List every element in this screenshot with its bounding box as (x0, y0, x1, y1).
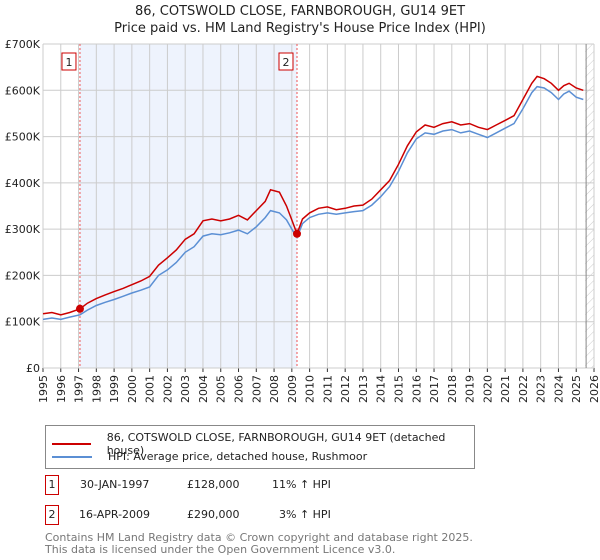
x-tick-label: 1997 (73, 375, 86, 403)
chart-subtitle: Price paid vs. HM Land Registry's House … (114, 21, 486, 36)
x-tick-label: 2010 (304, 375, 317, 403)
transaction-price: £128,000 (187, 478, 240, 491)
x-tick-label: 2003 (179, 375, 192, 403)
x-tick-label: 2007 (250, 375, 263, 403)
x-tick-label: 2020 (481, 375, 494, 403)
x-tick-label: 2004 (197, 375, 210, 403)
transaction-price: £290,000 (187, 508, 240, 521)
transaction-row: 2 16-APR-2009 £290,000 3% ↑ HPI (45, 505, 600, 525)
shaded-ownership-span (79, 44, 297, 368)
series-line (42, 85, 584, 321)
x-tick-label: 2022 (517, 375, 530, 403)
x-tick-label: 1996 (55, 375, 68, 403)
x-tick-label: 2014 (375, 375, 388, 403)
legend-blue-swatch (52, 455, 92, 458)
x-tick-label: 2018 (446, 375, 459, 403)
series-line (42, 75, 584, 316)
legend-hpi: HPI: Average price, detached house, Rush… (108, 450, 368, 463)
x-tick-label: 2019 (464, 375, 477, 403)
x-tick-label: 2021 (499, 375, 512, 403)
x-tick-label: 1995 (37, 375, 50, 403)
transaction-row: 1 30-JAN-1997 £128,000 11% ↑ HPI (45, 475, 600, 495)
transaction-hpi: 11% ↑ HPI (272, 478, 331, 491)
x-tick-label: 2001 (144, 375, 157, 403)
hatched-future-region (585, 44, 594, 368)
x-tick-label: 2008 (268, 375, 281, 403)
x-tick-label: 2012 (339, 375, 352, 403)
x-tick-label: 2026 (588, 375, 600, 403)
chart-title: 86, COTSWOLD CLOSE, FARNBOROUGH, GU14 9E… (134, 4, 466, 19)
transaction-hpi: 3% ↑ HPI (279, 508, 331, 521)
y-tick-label: £100K (5, 316, 41, 329)
x-tick-label: 2017 (428, 375, 441, 403)
y-tick-label: £600K (5, 84, 41, 97)
x-tick-label: 2015 (392, 375, 405, 403)
y-tick-label: £0 (26, 362, 40, 375)
x-tick-label: 2013 (357, 375, 370, 403)
y-tick-label: £400K (5, 177, 41, 190)
sale-label-box (278, 52, 294, 71)
footer-line2: This data is licensed under the Open Gov… (45, 543, 396, 556)
x-tick-label: 2011 (321, 375, 334, 403)
legend-property: 86, COTSWOLD CLOSE, FARNBOROUGH, GU14 9E… (106, 431, 446, 457)
sale-label-box (61, 52, 77, 71)
y-tick-label: £300K (5, 223, 41, 236)
transaction-marker: 2 (45, 505, 59, 525)
y-tick-label: £700K (5, 38, 41, 51)
sale-point (292, 229, 301, 238)
price-chart: 1995 1996 1997 1998 1999 2000 2001 2002 2003 2004… (5, 38, 600, 403)
footer-line1: Contains HM Land Registry data © Crown c… (45, 531, 473, 544)
sale-label: 2 (282, 56, 289, 69)
y-tick-label: £200K (5, 269, 41, 282)
transaction-date: 16-APR-2009 (79, 508, 151, 521)
x-tick-label: 2002 (161, 375, 174, 403)
legend: 86, COTSWOLD CLOSE, FARNBOROUGH, GU14 9E… (45, 425, 475, 469)
x-tick-label: 2009 (286, 375, 299, 403)
transaction-date: 30-JAN-1997 (80, 478, 150, 491)
x-tick-label: 2025 (570, 375, 583, 403)
x-tick-label: 1998 (90, 375, 103, 403)
sale-point (75, 304, 84, 313)
x-tick-label: 2024 (552, 375, 565, 403)
x-tick-label: 2000 (126, 375, 139, 403)
sale-label: 1 (65, 56, 72, 69)
x-tick-label: 2023 (535, 375, 548, 403)
y-tick-label: £500K (5, 131, 41, 144)
footer: Contains HM Land Registry data © Crown c… (45, 532, 473, 556)
legend-red-swatch (52, 443, 91, 445)
x-tick-label: 1999 (108, 375, 121, 403)
x-tick-label: 2005 (215, 375, 228, 403)
transaction-marker: 1 (45, 475, 59, 495)
x-tick-label: 2006 (233, 375, 246, 403)
x-tick-label: 2016 (410, 375, 423, 403)
